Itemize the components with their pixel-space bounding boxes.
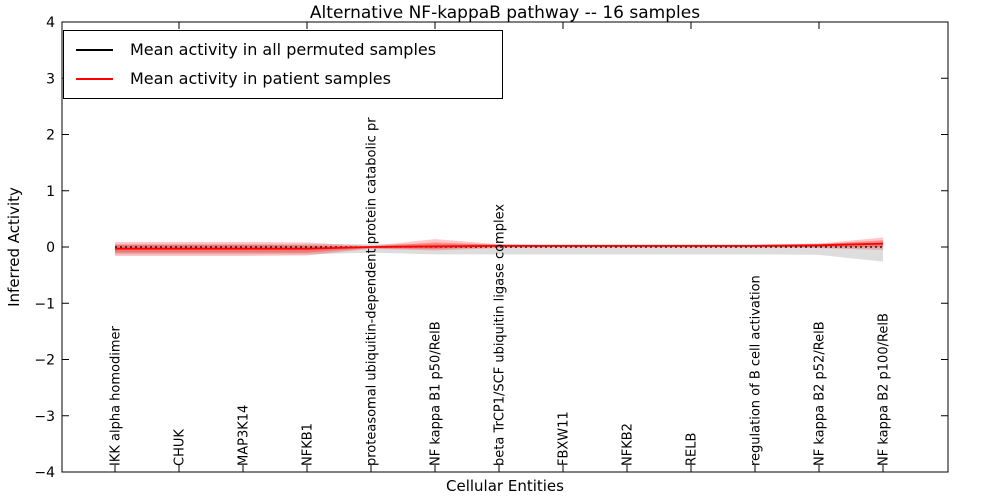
patient-line-swatch [76,78,113,80]
y-tick-label: 2 [46,128,55,144]
permuted-line-swatch [76,49,113,51]
y-tick-label: 4 [46,15,55,31]
y-tick-label: −3 [34,409,55,425]
chart-title: Alternative NF-kappaB pathway -- 16 samp… [309,3,701,23]
legend: Mean activity in all permuted samples Me… [63,30,503,99]
patient-mean-line [115,242,884,250]
x-tick-label: NFKB1 [301,423,316,466]
x-axis-label: Cellular Entities [446,477,564,495]
y-tick-label: 1 [46,184,55,200]
x-tick-label: MAP3K14 [237,405,252,466]
x-tick-label: FBXW11 [557,411,572,466]
x-tick-label: IKK alpha homodimer [109,325,124,466]
x-tick-label: RELB [685,433,700,466]
legend-item-patient: Mean activity in patient samples [76,69,488,89]
x-tick-label: CHUK [173,429,188,466]
x-tick-label: regulation of B cell activation [749,275,764,466]
x-tick-label: NF kappa B2 p52/RelB [813,321,828,466]
y-tick-label: 3 [46,71,55,87]
x-tick-label: proteasomal ubiquitin-dependent protein … [365,117,380,466]
x-tick-label: beta TrCP1/SCF ubiquitin ligase complex [493,204,508,466]
legend-label-permuted: Mean activity in all permuted samples [130,40,437,59]
y-tick-label: −1 [34,296,55,312]
legend-label-patient: Mean activity in patient samples [130,69,391,88]
y-tick-label: −2 [34,353,55,369]
x-tick-label: NFKB2 [621,423,636,466]
x-tick-label: NF kappa B1 p50/RelB [429,321,444,466]
legend-item-permuted: Mean activity in all permuted samples [76,40,488,60]
x-tick-label: NF kappa B2 p100/RelB [877,313,892,466]
y-tick-label: −4 [34,465,55,481]
y-tick-label: 0 [46,240,55,256]
